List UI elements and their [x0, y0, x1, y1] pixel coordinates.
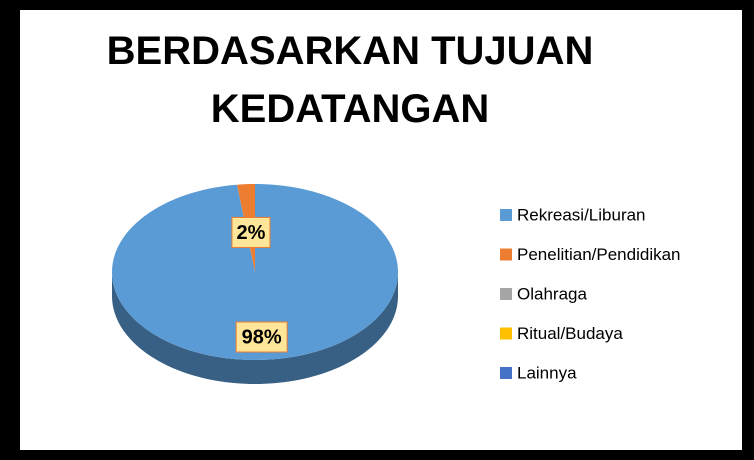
- pie-side: [112, 272, 398, 384]
- legend-label: Penelitian/Pendidikan: [517, 245, 681, 264]
- pie-slice: [112, 184, 399, 360]
- chart-title: BERDASARKAN TUJUAN KEDATANGAN: [106, 29, 594, 131]
- legend-label: Olahraga: [517, 284, 587, 303]
- data-label: 98%: [242, 326, 282, 348]
- legend-swatch: [500, 367, 512, 379]
- legend-swatch: [500, 327, 512, 340]
- legend-label: Ritual/Budaya: [517, 324, 623, 343]
- data-label-box: [235, 321, 288, 353]
- data-label-box: [231, 216, 271, 248]
- legend-swatch: [500, 209, 512, 221]
- legend-label: Lainnya: [517, 363, 577, 382]
- legend-swatch: [500, 288, 512, 300]
- data-label: 2%: [237, 222, 266, 244]
- legend-label: Rekreasi/Liburan: [517, 205, 646, 224]
- legend-swatch: [500, 248, 512, 261]
